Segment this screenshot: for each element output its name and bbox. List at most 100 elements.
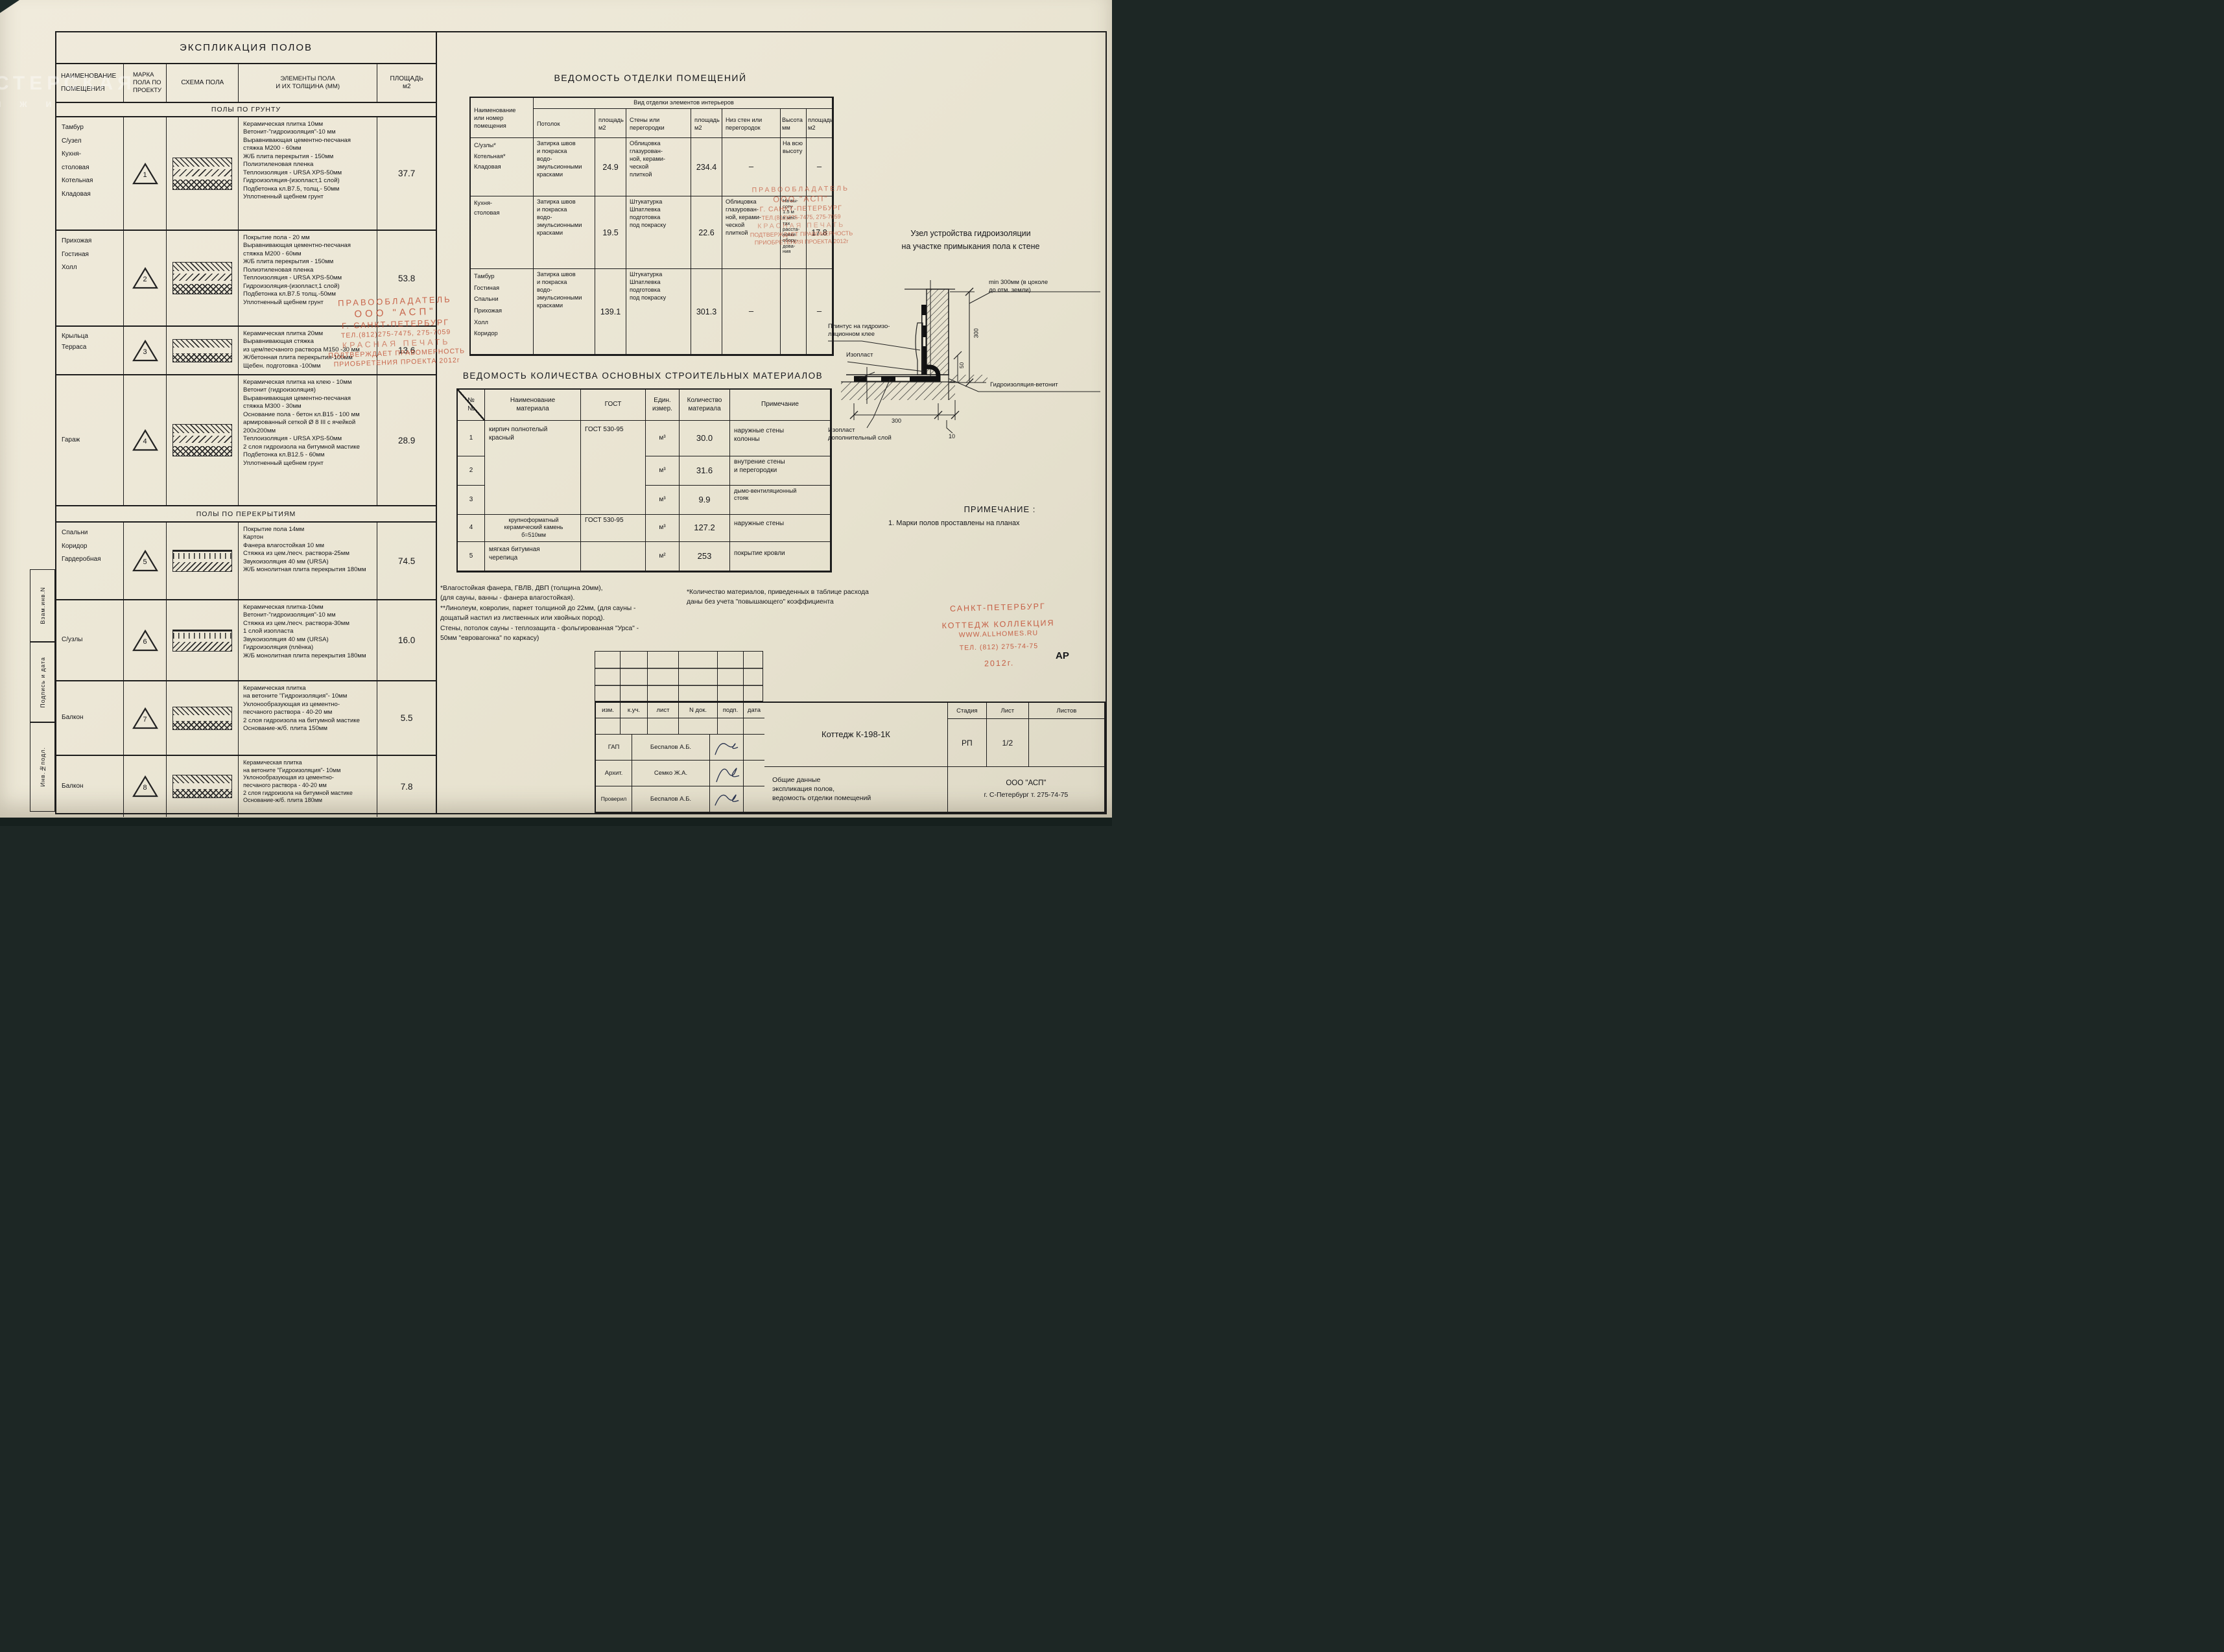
col-header-rooms: НАИМЕНОВАНИЕ ПОМЕЩЕНИЯ xyxy=(56,64,124,102)
role-checked: Проверил xyxy=(596,786,632,812)
company-name: ООО "АСП" xyxy=(1006,779,1047,788)
floor-mark: 4 xyxy=(124,375,167,505)
col-header-area1: площадь м2 xyxy=(595,109,626,138)
company-cell: ООО "АСП" г. С-Петербург т. 275-74-75 xyxy=(948,767,1104,812)
room-names: Тамбур С/узел Кухня- столовая Котельная … xyxy=(56,117,124,230)
detail-dim-v300: 300 xyxy=(973,328,980,338)
note: наружные стены xyxy=(730,515,831,542)
note-title: ПРИМЕЧАНИЕ : xyxy=(964,504,1036,514)
finishing-table-title: ВЕДОМОСТЬ ОТДЕЛКИ ПОМЕЩЕНИЙ xyxy=(554,73,747,83)
col-header-name: Наименование материала xyxy=(485,390,581,421)
sidebar-box-vzam: Взам.инв.N xyxy=(30,569,55,642)
floor-schema-cell xyxy=(167,327,239,374)
room-names: Балкон xyxy=(56,681,124,755)
col-header-gost: ГОСТ xyxy=(581,390,646,421)
ceiling-area: 139.1 xyxy=(595,269,626,355)
project-name: Коттедж К-198-1К xyxy=(764,703,948,767)
triangle-mark-icon xyxy=(132,775,158,797)
floor-schema-cell xyxy=(167,523,239,599)
height: На вы- соту 1.5 м в мес- тах расста- нов… xyxy=(781,196,807,269)
role-gap: ГАП xyxy=(596,734,632,761)
sheets-value xyxy=(1028,719,1104,767)
floor-row-8: Балкон 8 Керамическая плитка на ветоните… xyxy=(56,756,436,817)
floor-schema-cell xyxy=(167,117,239,230)
floor-elements: Керамическая плитка-10мм Ветонит-"гидрои… xyxy=(239,600,378,680)
bottom-finish: – xyxy=(722,138,781,196)
signature-checked xyxy=(710,786,744,812)
bottom-finish: – xyxy=(722,269,781,355)
material-name: кирпич полнотелый красный xyxy=(485,421,581,515)
materials-table: № № Наименование материала ГОСТ Един. из… xyxy=(456,388,832,572)
floor-schema-cell xyxy=(167,600,239,680)
row-num: 5 xyxy=(458,542,485,571)
rev-header-ndok: N док. xyxy=(679,703,718,719)
room-names: Крыльца Терраса xyxy=(56,327,124,374)
col-header-rooms: Наименование или номер помещения xyxy=(471,98,534,138)
floor-area: 13.6 xyxy=(398,346,416,355)
unit: м³ xyxy=(646,421,680,456)
note: покрытие кровли xyxy=(730,542,831,571)
finishing-table: Наименование или номер помещения Вид отд… xyxy=(469,97,834,356)
waterproofing-detail: Узел устройства гидроизоляции на участке… xyxy=(828,227,1106,460)
walls-finish: Облицовка глазурован- ной, керами- ческо… xyxy=(626,138,691,196)
floor-schema-diagram xyxy=(172,629,233,652)
floor-elements: Керамическая плитка 20мм Выравнивающая с… xyxy=(239,327,378,374)
col-header-area2: площадь м2 xyxy=(691,109,722,138)
floor-mark: 8 xyxy=(124,756,167,817)
stage-value: РП xyxy=(947,719,987,767)
document-title: Общие данные экспликация полов, ведомост… xyxy=(764,766,948,812)
title-block: изм. к.уч. лист N док. подп. дата ГАП Бе… xyxy=(595,702,1106,813)
floor-schema-diagram xyxy=(172,157,233,190)
floor-schema-diagram xyxy=(172,550,233,572)
floor-row-7: Балкон 7 Керамическая плитка на ветоните… xyxy=(56,681,436,756)
floor-row-4: Гараж 4 Керамическая плитка на клею - 10… xyxy=(56,375,436,506)
scanned-drawing-sheet: СТЕРСКАЯ и ж и Взам.инв.N Подпись и дата… xyxy=(0,0,1112,826)
room-names: Гараж xyxy=(56,375,124,505)
floor-row-2: Прихожая Гостиная Холл 2 Покрытие пола -… xyxy=(56,231,436,327)
floor-row-6: С/узлы 6 Керамическая плитка-10мм Ветони… xyxy=(56,600,436,681)
floor-elements: Покрытие пола - 20 мм Выравнивающая цеме… xyxy=(239,231,378,325)
floor-area: 74.5 xyxy=(398,556,416,566)
floor-area: 53.8 xyxy=(398,273,416,283)
detail-label-min300: min 300мм (в цоколе до отм. земли) xyxy=(989,279,1048,294)
detail-label-izoplast2: Изопласт дополнительный слой xyxy=(828,427,892,442)
role-checked-name: Беспалов А.Б. xyxy=(632,786,710,812)
floor-row-1: Тамбур С/узел Кухня- столовая Котельная … xyxy=(56,117,436,231)
col-header-num: № № xyxy=(458,390,485,421)
floors-table-header: НАИМЕНОВАНИЕ ПОМЕЩЕНИЯ МАРКА ПОЛА ПО ПРО… xyxy=(56,64,436,103)
col-header-bottom: Низ стен или перегородок xyxy=(722,109,781,138)
floor-schema-cell xyxy=(167,681,239,755)
revision-grid-empty xyxy=(595,651,763,702)
stage-label: Стадия xyxy=(947,703,987,720)
col-header-schema: СХЕМА ПОЛА xyxy=(167,64,239,102)
floor-elements: Керамическая плитка 10мм Ветонит-"гидрои… xyxy=(239,117,378,230)
bottom-area: – xyxy=(807,269,833,355)
triangle-mark-icon xyxy=(132,266,158,289)
floor-schema-diagram xyxy=(172,706,233,730)
detail-label-vetonit: Гидроизоляция-ветонит xyxy=(990,381,1058,388)
walls-finish: Штукатурка Шпатлевка подготовка под покр… xyxy=(626,196,691,269)
floor-elements: Керамическая плитка на ветоните "Гидроиз… xyxy=(239,681,378,755)
detail-drawing-geometry xyxy=(828,280,1100,434)
quantity: 9.9 xyxy=(680,486,730,515)
col-header-mark: МАРКА ПОЛА ПО ПРОЕКТУ xyxy=(124,64,167,102)
detail-title: Узел устройства гидроизоляции на участке… xyxy=(901,229,1040,251)
col-header-height: Высота мм xyxy=(781,109,807,138)
drawing-frame: ЭКСПЛИКАЦИЯ ПОЛОВ НАИМЕНОВАНИЕ ПОМЕЩЕНИЯ… xyxy=(55,31,1107,817)
col-header-ceiling: Потолок xyxy=(534,109,595,138)
quantity: 127.2 xyxy=(680,515,730,542)
floor-schema-diagram xyxy=(172,775,233,798)
unit: м² xyxy=(646,542,680,571)
triangle-mark-icon xyxy=(132,429,158,451)
rooms: С/узлы* Котельная* Кладовая xyxy=(471,138,534,196)
floor-schema-cell xyxy=(167,756,239,817)
titleblock-middle: Коттедж К-198-1К Общие данные экспликаци… xyxy=(764,703,948,812)
floor-elements: Керамическая плитка на клею - 10мм Ветон… xyxy=(239,375,378,505)
rev-header-list: лист xyxy=(648,703,679,719)
floor-mark: 2 xyxy=(124,231,167,325)
unit: м³ xyxy=(646,456,680,486)
quantity: 253 xyxy=(680,542,730,571)
quantity: 30.0 xyxy=(680,421,730,456)
ceiling-finish: Затирка швов и покраска водо- эмульсионн… xyxy=(534,196,595,269)
col-header-note: Примечание xyxy=(730,390,831,421)
